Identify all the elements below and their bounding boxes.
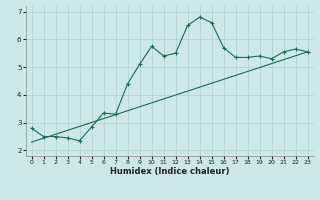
X-axis label: Humidex (Indice chaleur): Humidex (Indice chaleur)	[110, 167, 229, 176]
